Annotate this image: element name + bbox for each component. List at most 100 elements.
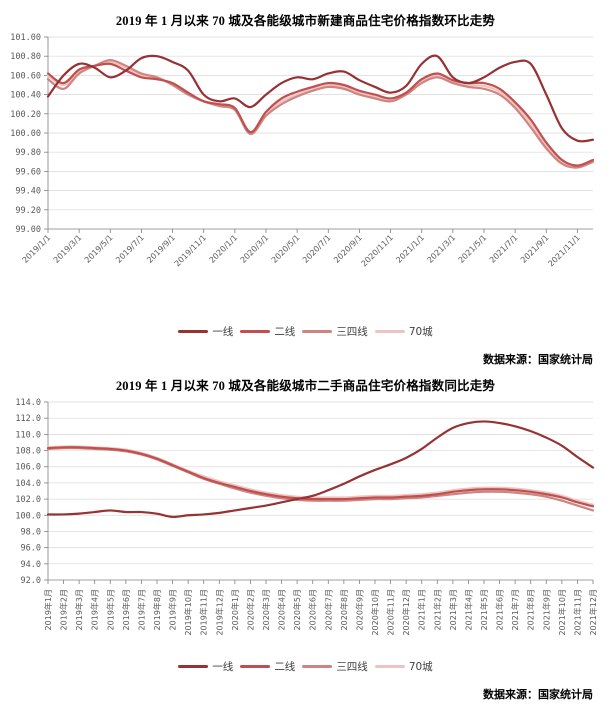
series-line-一线 [46, 420, 595, 519]
y-axis-tick-label: 100.20 [10, 110, 41, 120]
y-axis-tick-label: 106.0 [15, 463, 41, 473]
y-axis-tick-label: 100.80 [10, 52, 41, 62]
legend-item-一线[interactable]: 一线 [178, 324, 233, 339]
y-axis-tick-label: 99.60 [15, 167, 41, 177]
y-axis-tick-label: 112.0 [15, 414, 41, 424]
y-axis-tick-label: 100.00 [10, 129, 41, 139]
x-axis-tick-label: 2019/9/1 [145, 233, 177, 265]
x-axis-tick-label: 2019年3月 [74, 589, 84, 630]
x-axis-tick-label: 2020/5/1 [270, 233, 302, 265]
series-line-一线 [46, 54, 595, 143]
x-axis-tick-label: 2019年6月 [121, 589, 131, 630]
legend-swatch-icon [302, 330, 333, 333]
legend-label: 二线 [274, 661, 296, 673]
x-axis-tick-label: 2021/1/1 [394, 233, 426, 265]
x-axis-tick-label: 2021年8月 [526, 589, 536, 630]
legend-label: 70城 [408, 661, 433, 673]
legend-swatch-icon [240, 665, 271, 668]
x-axis-tick-label: 2021/7/1 [488, 233, 520, 265]
legend-label: 三四线 [336, 326, 368, 338]
y-axis-tick-label: 96.0 [21, 544, 41, 554]
y-axis-tick-label: 100.40 [10, 91, 41, 101]
x-axis-tick-label: 2021年11月 [572, 589, 582, 636]
legend-item-三四线[interactable]: 三四线 [302, 659, 368, 674]
x-axis-tick-label: 2019年8月 [152, 589, 162, 630]
y-axis-tick-label: 92.0 [21, 576, 41, 586]
x-axis-tick-label: 2020年3月 [261, 589, 271, 630]
legend-label: 一线 [212, 661, 234, 673]
chart-block-second-hand: 2019 年 1 月以来 70 城及各能级城市二手商品住宅价格指数同比走势 92… [0, 375, 611, 702]
y-axis-tick-label: 99.00 [15, 225, 41, 235]
x-axis-tick-label: 2019/7/1 [114, 233, 146, 265]
plot-area-chart-2: 92.0 94.0 96.0 98.0 100.0 102.0 104.0 106.0 108.… [0, 394, 611, 659]
legend-label: 70城 [408, 326, 433, 338]
x-axis-tick-label: 2020年4月 [277, 589, 287, 630]
legend-item-70城[interactable]: 70城 [374, 659, 433, 674]
x-axis-tick-label: 2020/7/1 [301, 233, 333, 265]
x-axis-tick-label: 2020/9/1 [332, 233, 364, 265]
x-axis-tick-label: 2021/9/1 [519, 233, 551, 265]
x-axis-tick-label: 2019/1/1 [21, 233, 53, 265]
y-axis-tick-label: 104.0 [15, 479, 41, 489]
x-axis-tick-label: 2019/11/1 [173, 233, 208, 268]
legend-swatch-icon [178, 665, 209, 668]
line-chart-mom: 99.00 99.20 99.40 99.60 99.80 100.00 100.20 100… [10, 33, 595, 268]
x-axis-tick-label: 2019年10月 [183, 589, 193, 636]
legend-item-一线[interactable]: 一线 [178, 659, 233, 674]
legend-label: 三四线 [336, 661, 368, 673]
series-line-二线 [46, 62, 595, 167]
x-axis-tick-label: 2019年4月 [90, 589, 100, 630]
x-axis-tick-label: 2019年5月 [105, 589, 115, 630]
y-axis-tick-label: 114.0 [15, 398, 41, 408]
x-axis-tick-label: 2019年1月 [43, 589, 53, 630]
y-axis-tick-label: 108.0 [15, 447, 41, 457]
x-axis-tick-label: 2020/11/1 [360, 233, 395, 268]
x-axis-tick-label: 2021年5月 [479, 589, 489, 630]
x-axis-tick-label: 2019/3/1 [52, 233, 84, 265]
x-axis-tick-label: 2021年9月 [541, 589, 551, 630]
x-axis-tick-label: 2021年6月 [495, 589, 505, 630]
x-axis-tick-label: 2019年11月 [199, 589, 209, 636]
x-axis-tick-label: 2021年10月 [557, 589, 567, 636]
legend-item-三四线[interactable]: 三四线 [302, 324, 368, 339]
y-axis-tick-label: 110.0 [15, 430, 41, 440]
y-axis-tick-label: 99.80 [15, 148, 41, 158]
plot-area-chart-1: 99.00 99.20 99.40 99.60 99.80 100.00 100.20 100… [0, 29, 611, 324]
x-axis-tick-label: 2021年3月 [448, 589, 458, 630]
x-axis-tick-label: 2020年7月 [323, 589, 333, 630]
series-line-三四线 [46, 446, 595, 512]
page-title-chart-1: 2019 年 1 月以来 70 城及各能级城市新建商品住宅价格指数环比走势 [115, 14, 496, 28]
x-axis-tick-label: 2021年7月 [510, 589, 520, 630]
x-axis-tick-label: 2020/3/1 [239, 233, 271, 265]
legend-swatch-icon [374, 330, 405, 333]
legend-item-70城[interactable]: 70城 [374, 324, 433, 339]
page-title-chart-2: 2019 年 1 月以来 70 城及各能级城市二手商品住宅价格指数同比走势 [115, 379, 496, 393]
x-axis-tick-label: 2019/5/1 [83, 233, 115, 265]
legend-swatch-icon [302, 665, 333, 668]
x-axis-tick-label: 2020年8月 [339, 589, 349, 630]
y-axis-tick-label: 101.00 [10, 33, 41, 43]
y-axis-tick-label: 98.0 [21, 527, 41, 537]
legend-item-二线[interactable]: 二线 [240, 659, 295, 674]
x-axis-tick-label: 2021年2月 [432, 589, 442, 630]
x-axis-tick-label: 2020年2月 [245, 589, 255, 630]
x-axis-tick-label: 2019年2月 [59, 589, 69, 630]
source-note-chart-2: 数据来源：国家统计局 [483, 689, 593, 701]
x-axis-tick-label: 2021年1月 [417, 589, 427, 630]
x-axis-tick-label: 2021/3/1 [425, 233, 457, 265]
x-axis-tick-label: 2020年1月 [230, 589, 240, 630]
y-axis-tick-label: 99.40 [15, 187, 41, 197]
x-axis-tick-label: 2020年11月 [386, 589, 396, 636]
y-axis-tick-label: 99.20 [15, 206, 41, 216]
y-axis-tick-label: 102.0 [15, 495, 41, 505]
series-line-70城 [46, 60, 595, 168]
source-note-chart-1: 数据来源：国家统计局 [483, 354, 593, 366]
legend-item-二线[interactable]: 二线 [240, 324, 295, 339]
series-line-三四线 [46, 58, 595, 169]
x-axis-tick-label: 2020年5月 [292, 589, 302, 630]
x-axis-tick-label: 2019年9月 [168, 589, 178, 630]
legend-swatch-icon [240, 330, 271, 333]
line-chart-yoy: 92.0 94.0 96.0 98.0 100.0 102.0 104.0 106.0 108.… [15, 398, 598, 636]
legend-swatch-icon [178, 330, 209, 333]
chart-block-new-home: 2019 年 1 月以来 70 城及各能级城市新建商品住宅价格指数环比走势 99… [0, 14, 611, 366]
